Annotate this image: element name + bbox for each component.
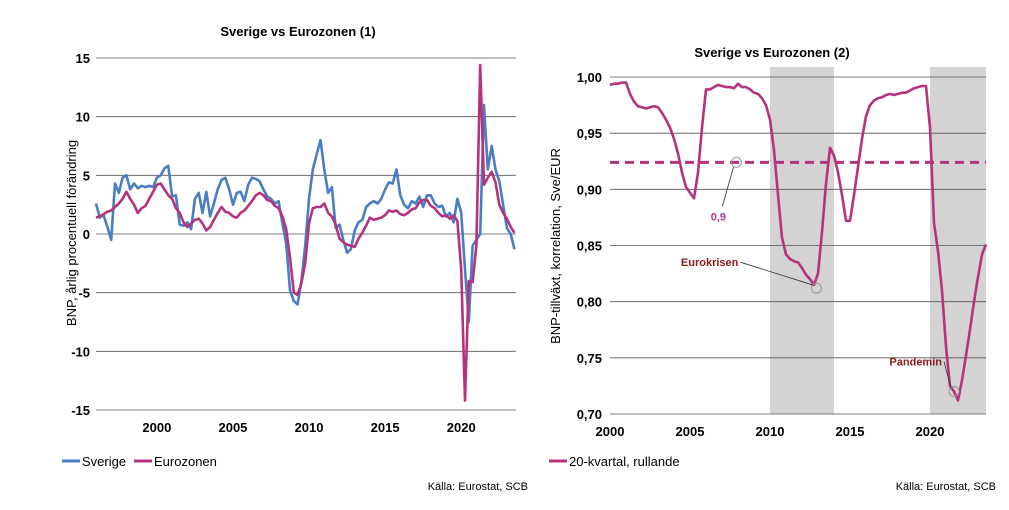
x-tick-label: 2020 — [447, 420, 476, 435]
left-chart-title: Sverige vs Eurozonen (1) — [220, 24, 375, 39]
right-chart-title: Sverige vs Eurozonen (2) — [694, 45, 849, 60]
annotation-eurokrisen: Eurokrisen — [681, 257, 739, 269]
legend-label-20-kvartal: 20-kvartal, rullande — [569, 454, 680, 469]
right-chart-y-axis-label: BNP-tillväxt, korrelation, Sve/EUR — [548, 148, 563, 344]
x-tick-label: 2005 — [676, 424, 705, 439]
legend-label-sverige: Sverige — [82, 454, 126, 469]
annotation-marker-0-9 — [730, 156, 742, 168]
y-tick-label: 5 — [83, 168, 90, 183]
right-chart: Sverige vs Eurozonen (2) BNP-tillväxt, k… — [548, 45, 996, 493]
y-tick-label: 0,70 — [577, 407, 602, 422]
y-tick-label: 0,75 — [577, 351, 602, 366]
left-chart-source: Källa: Eurostat, SCB — [428, 481, 528, 493]
shaded-period-1 — [930, 67, 986, 414]
x-tick-label: 2000 — [142, 420, 171, 435]
x-tick-label: 2000 — [596, 424, 625, 439]
annotation-pandemin: Pandemin — [889, 357, 942, 369]
y-tick-label: 0,90 — [577, 182, 602, 197]
right-chart-y-ticks: 0,70 0,75 0,80 0,85 0,90 0,95 1,00 — [577, 70, 602, 422]
right-chart-source: Källa: Eurostat, SCB — [896, 481, 996, 493]
left-chart-series — [94, 63, 516, 402]
right-chart-x-ticks: 2000 2005 2010 2015 2020 — [596, 424, 945, 439]
annotation-marker-pandemin — [948, 386, 960, 398]
y-tick-label: 1,00 — [577, 70, 602, 85]
annotation-leader-eurokrisen — [740, 261, 814, 286]
annotation-marker-eurokrisen — [810, 282, 822, 294]
series-line-sverige — [94, 103, 516, 324]
y-tick-label: 0 — [83, 227, 90, 242]
x-tick-label: 2005 — [218, 420, 247, 435]
x-tick-label: 2010 — [756, 424, 785, 439]
y-tick-label: -5 — [78, 286, 90, 301]
y-tick-label: 0,80 — [577, 295, 602, 310]
right-chart-annotations: 0,9 Eurokrisen Pandemin — [681, 156, 960, 398]
y-tick-label: -10 — [71, 344, 90, 359]
left-chart-y-ticks: -15 -10 -5 0 5 10 15 — [71, 51, 90, 418]
y-tick-label: 15 — [76, 51, 90, 66]
series-line-eurozonen — [95, 63, 516, 402]
annotation-0-9: 0,9 — [711, 211, 726, 223]
left-chart-legend: Sverige Eurozonen — [62, 454, 217, 469]
x-tick-label: 2015 — [836, 424, 865, 439]
shaded-period-0 — [770, 67, 834, 414]
right-chart-shaded-periods — [770, 67, 986, 414]
left-chart-y-axis-label: BNP, årlig procentuell förändring — [64, 140, 79, 326]
annotation-leader-pandemin — [943, 361, 952, 389]
y-tick-label: 10 — [76, 110, 90, 125]
x-tick-label: 2020 — [916, 424, 945, 439]
right-chart-gridlines — [610, 76, 986, 415]
left-chart: Sverige vs Eurozonen (1) BNP, årlig proc… — [62, 24, 528, 493]
series-line-20-kvartal-rullande — [609, 81, 988, 402]
right-chart-legend: 20-kvartal, rullande — [549, 454, 680, 469]
annotation-leader-0-9 — [722, 167, 734, 207]
y-tick-label: 0,85 — [577, 239, 602, 254]
right-chart-series — [609, 81, 988, 402]
y-tick-label: -15 — [71, 403, 90, 418]
left-chart-x-ticks: 2000 2005 2010 2015 2020 — [142, 420, 475, 435]
legend-label-eurozonen: Eurozonen — [154, 454, 217, 469]
left-chart-gridlines — [96, 57, 516, 411]
y-tick-label: 0,95 — [577, 126, 602, 141]
x-tick-label: 2015 — [371, 420, 400, 435]
x-tick-label: 2010 — [295, 420, 324, 435]
